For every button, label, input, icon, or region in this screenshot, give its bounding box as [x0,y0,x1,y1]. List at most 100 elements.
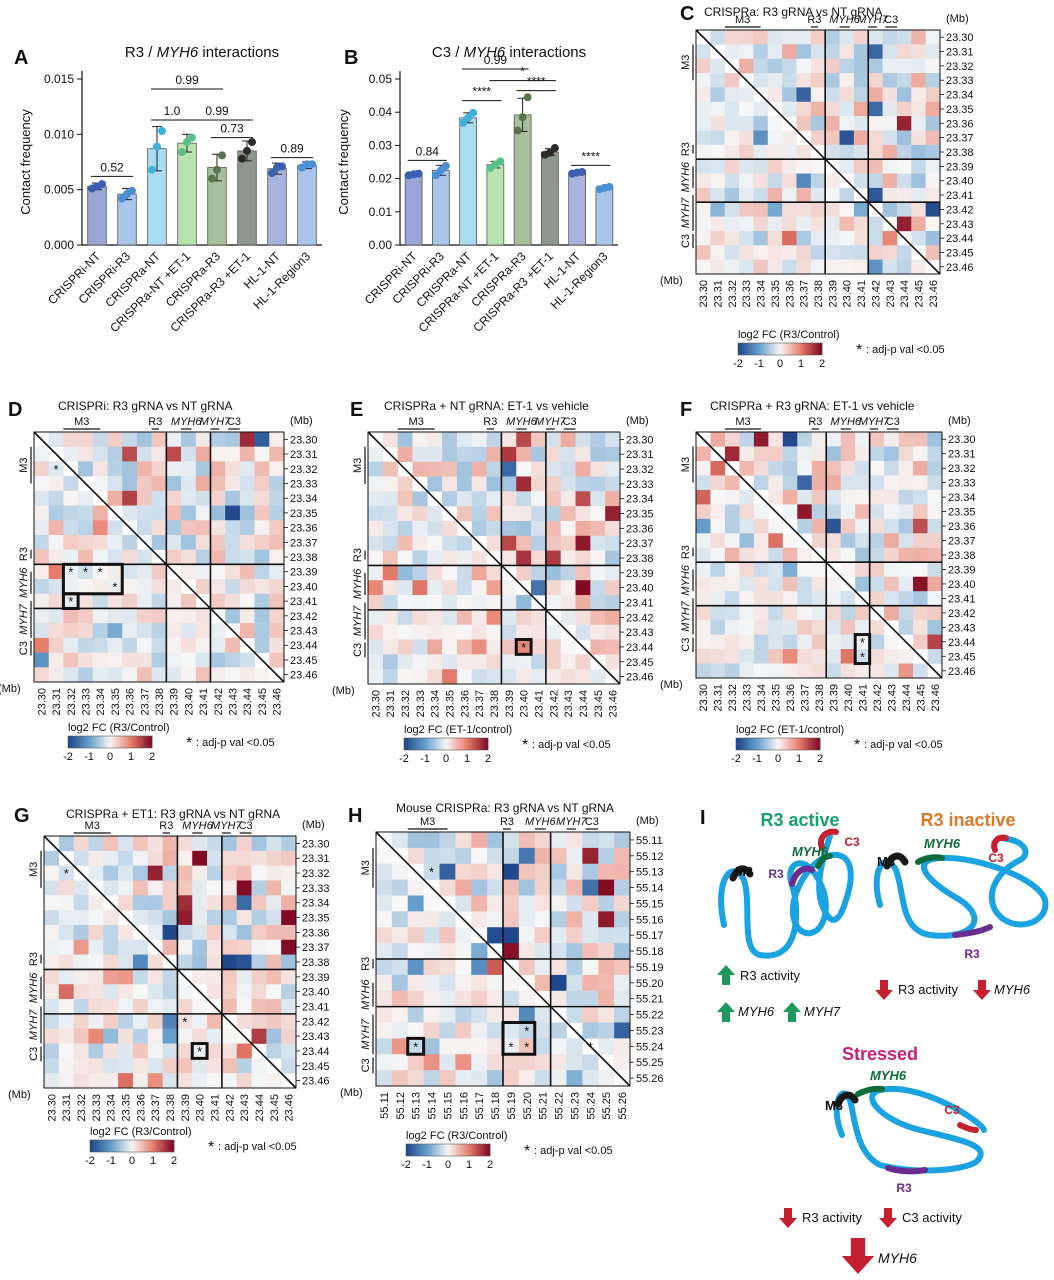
heatmap-cell [391,1022,409,1039]
significance-star: * [413,1039,418,1054]
heatmap-cell [825,259,840,275]
heatmap-cell [439,959,456,976]
heatmap-cell [545,624,562,640]
heatmap-cell [590,461,606,477]
data-point [188,133,196,142]
heatmap-cell [181,623,197,639]
heatmap-cell [151,623,167,639]
right-tick-label: 55.20 [636,978,664,990]
heatmap-cell [825,44,840,60]
region-label-left: MYH7 [28,1009,40,1040]
heatmap-cell [103,999,119,1015]
heatmap-cell [44,1043,60,1059]
region-label-top: MYH6 [171,416,202,428]
right-tick-label: 23.42 [946,204,974,216]
heatmap-cell [225,476,241,492]
heatmap-cell [236,1058,252,1074]
heatmap-cell [582,847,599,865]
heatmap-cell [896,187,912,203]
heatmap-cell [73,1028,89,1044]
heatmap-cell [710,605,726,621]
heatmap-cell [566,1070,583,1087]
heatmap-cell [503,1006,520,1023]
heatmap-cell [598,879,615,896]
unit-label: (Mb) [948,415,971,427]
heatmap-cell [221,1073,238,1089]
heatmap-cell [739,216,754,232]
heatmap-cell [122,549,138,565]
heatmap-cell [753,173,769,189]
heatmap-cell [896,159,912,174]
heatmap-cell [898,605,914,621]
heatmap-cell [724,620,740,635]
colorbar-segment [752,738,755,750]
colorbar-segment [478,738,481,750]
heatmap-cell [166,505,182,521]
heatmap-cell [796,202,812,217]
heatmap-cell [531,580,547,596]
heatmap-cell [456,624,473,640]
heatmap-cell [192,999,208,1015]
heatmap-cell [768,620,784,635]
colorbar-segment [118,1140,121,1152]
heatmap-cell [471,990,488,1007]
right-tick-label: 55.19 [636,962,664,974]
colorbar-segment [748,738,751,750]
colorbar-segment [406,1144,409,1156]
heatmap-cell [724,634,740,650]
heatmap-cell [739,144,754,160]
heatmap-cell [254,490,270,506]
colorbar-segment [818,343,821,355]
heatmap-cell [614,974,631,992]
bottom-tick-label: 23.37 [139,688,151,716]
heatmap-cell [825,73,840,88]
heatmap-cell [724,533,740,549]
heatmap-cell [486,565,502,581]
heatmap-cell [898,518,914,534]
heatmap-cell [768,446,784,462]
colorbar-segment [806,343,809,355]
heatmap-cell [768,605,784,621]
y-tick-label: 0.05 [369,72,393,86]
colorbar-segment [104,1140,107,1152]
colorbar-segment [414,1144,417,1156]
heatmap-cell [913,504,928,520]
down-arrow-icon [779,1208,797,1228]
heatmap-cell [439,1070,456,1087]
significance-star: * [68,594,73,609]
heatmap-cell [181,637,197,653]
heatmap-cell [898,533,914,549]
bottom-tick-label: 23.30 [46,1094,58,1122]
heatmap-cell [78,432,94,448]
heatmap-cell [884,634,899,650]
heatmap-cell [840,446,856,462]
heatmap-cell [782,216,797,232]
heatmap-cell [913,620,928,635]
colorbar-segment [122,736,125,748]
colorbar-segment [752,343,755,355]
heatmap-cell [925,30,941,45]
heatmap-cell [853,159,869,174]
heatmap-cell [118,1028,134,1044]
colorbar-segment [82,736,85,748]
heatmap-cell [696,576,711,592]
heatmap-cell [181,461,197,477]
heatmap-cell [768,591,784,606]
heatmap-cell [210,446,226,462]
heatmap-cell [724,576,740,592]
heatmap-cell [442,654,458,670]
heatmap-cell [503,943,520,960]
colorbar-segment [438,1144,441,1156]
heatmap-cell [376,974,393,992]
heatmap-cell [34,579,50,595]
heatmap-cell [898,547,914,563]
heatmap-cell [724,446,740,462]
heatmap-cell [534,1054,551,1071]
right-tick-label: 23.42 [626,612,654,624]
heatmap-cell [103,984,119,1000]
effect-label: MYH7 [804,1004,841,1019]
sig-note: : adj-p val <0.05 [864,739,943,751]
right-tick-label: 23.34 [302,898,330,910]
heatmap-cell [151,432,167,448]
region-label-left: MYH7 [680,600,692,631]
